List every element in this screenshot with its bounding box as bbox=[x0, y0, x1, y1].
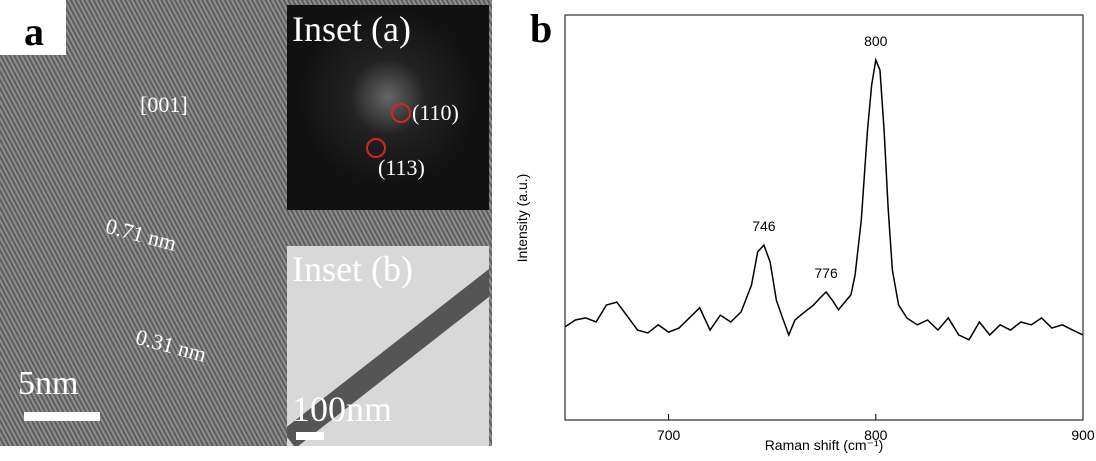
x-tick-label: 700 bbox=[657, 427, 681, 443]
scale-bar bbox=[24, 412, 100, 421]
spot-label: (110) bbox=[412, 100, 459, 125]
peak-label: 746 bbox=[752, 218, 776, 234]
scale-bar-label: 100nm bbox=[292, 389, 393, 429]
peak-label: 800 bbox=[864, 33, 888, 49]
spectrum bbox=[564, 57, 1084, 341]
scale-bar-label: 5nm bbox=[18, 365, 79, 402]
inset-title: Inset (a) bbox=[292, 9, 411, 49]
spot-circle bbox=[366, 138, 386, 158]
spot-label: (113) bbox=[378, 155, 425, 180]
inset-a bbox=[287, 5, 489, 210]
spot-circle bbox=[391, 103, 411, 123]
x-axis-label: Raman shift (cm⁻¹) bbox=[765, 437, 884, 453]
peak-label: 776 bbox=[814, 265, 838, 281]
inset-b bbox=[287, 246, 489, 446]
panel-label: b bbox=[530, 6, 552, 51]
panel-label: a bbox=[24, 9, 44, 54]
direction: [001] bbox=[140, 92, 188, 117]
x-tick-label: 800 bbox=[864, 427, 888, 443]
plot-frame bbox=[564, 14, 1084, 421]
inset-title: Inset (b) bbox=[292, 249, 413, 289]
scale-bar bbox=[296, 432, 324, 440]
label-box bbox=[0, 0, 66, 55]
x-tick-label: 900 bbox=[1071, 427, 1095, 443]
y-axis-label: Intensity (a.u.) bbox=[514, 174, 530, 263]
